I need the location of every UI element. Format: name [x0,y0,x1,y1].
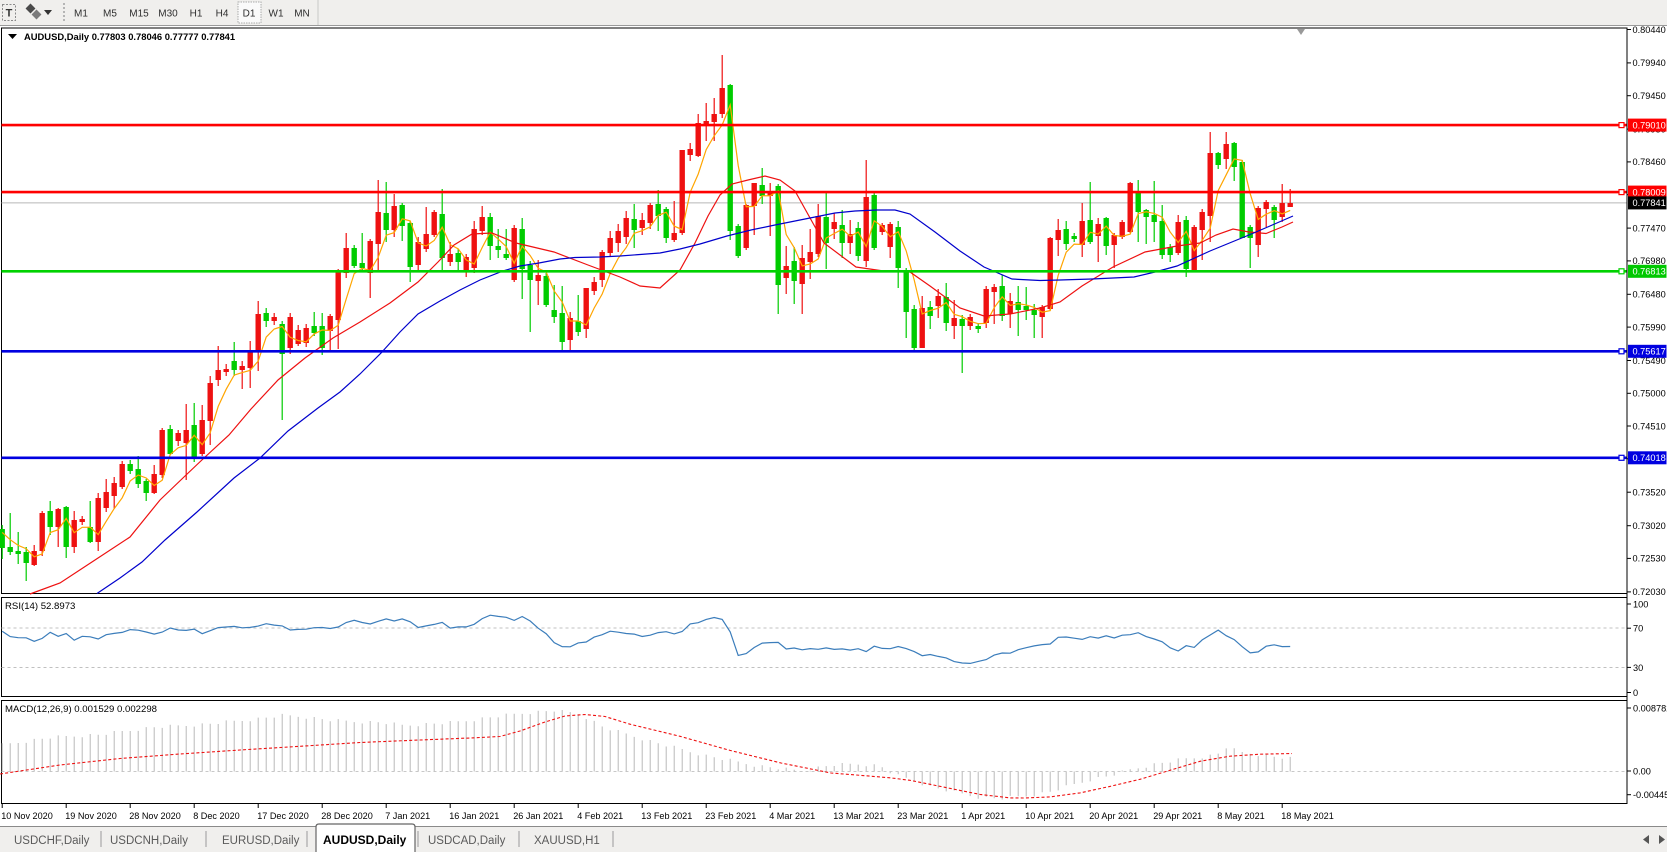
svg-text:-0.00445: -0.00445 [1633,790,1667,800]
svg-text:0.76813: 0.76813 [1633,267,1666,277]
svg-text:19 Nov 2020: 19 Nov 2020 [65,811,117,821]
svg-text:0.00: 0.00 [1633,767,1651,777]
svg-text:MN: MN [294,9,310,20]
svg-text:M30: M30 [158,9,178,20]
svg-text:30: 30 [1633,663,1643,673]
svg-text:0.79010: 0.79010 [1633,120,1666,130]
svg-text:USDCNH,Daily: USDCNH,Daily [110,835,188,847]
svg-text:USDCHF,Daily: USDCHF,Daily [14,835,90,847]
svg-text:T: T [6,8,13,20]
svg-text:AUDUSD,Daily 0.77803 0.78046: AUDUSD,Daily 0.77803 0.78046 0.77777 0.7… [24,31,235,42]
svg-text:XAUUSD,H1: XAUUSD,H1 [534,835,600,847]
svg-text:0.72030: 0.72030 [1633,587,1666,597]
svg-text:RSI(14) 52.8973: RSI(14) 52.8973 [5,601,75,612]
svg-text:28 Nov 2020: 28 Nov 2020 [129,811,181,821]
svg-text:29 Apr 2021: 29 Apr 2021 [1153,811,1202,821]
svg-text:0.77841: 0.77841 [1633,198,1666,208]
svg-text:70: 70 [1633,624,1643,634]
svg-text:0.77470: 0.77470 [1633,223,1666,233]
svg-text:0.74510: 0.74510 [1633,421,1666,431]
svg-text:20 Apr 2021: 20 Apr 2021 [1089,811,1138,821]
svg-text:0.76480: 0.76480 [1633,290,1666,300]
svg-text:0.79450: 0.79450 [1633,91,1666,101]
svg-text:18 May 2021: 18 May 2021 [1281,811,1334,821]
svg-text:M1: M1 [74,9,88,20]
svg-text:M5: M5 [103,9,117,20]
svg-text:16 Jan 2021: 16 Jan 2021 [449,811,499,821]
svg-text:0.72530: 0.72530 [1633,554,1666,564]
svg-text:13 Feb 2021: 13 Feb 2021 [641,811,692,821]
svg-text:0.78460: 0.78460 [1633,157,1666,167]
svg-text:W1: W1 [269,9,284,20]
svg-text:4 Mar 2021: 4 Mar 2021 [769,811,815,821]
svg-text:10 Nov 2020: 10 Nov 2020 [1,811,53,821]
svg-text:USDCAD,Daily: USDCAD,Daily [428,835,506,847]
svg-text:1 Apr 2021: 1 Apr 2021 [961,811,1005,821]
svg-text:8 May 2021: 8 May 2021 [1217,811,1265,821]
svg-text:MACD(12,26,9) 0.001529 0.00229: MACD(12,26,9) 0.001529 0.002298 [5,704,157,715]
svg-text:0.75990: 0.75990 [1633,322,1666,332]
svg-text:EURUSD,Daily: EURUSD,Daily [222,835,300,847]
svg-text:0.79940: 0.79940 [1633,58,1666,68]
svg-text:0.75617: 0.75617 [1633,347,1666,357]
svg-text:13 Mar 2021: 13 Mar 2021 [833,811,884,821]
svg-text:4 Feb 2021: 4 Feb 2021 [577,811,623,821]
svg-text:28 Dec 2020: 28 Dec 2020 [321,811,373,821]
svg-text:0.008782: 0.008782 [1633,704,1667,714]
svg-text:0.74018: 0.74018 [1633,453,1666,463]
svg-text:AUDUSD,Daily: AUDUSD,Daily [323,833,407,847]
svg-text:100: 100 [1633,600,1648,610]
svg-text:17 Dec 2020: 17 Dec 2020 [257,811,309,821]
svg-text:D1: D1 [243,9,256,20]
svg-text:M15: M15 [129,9,149,20]
svg-text:0.75490: 0.75490 [1633,356,1666,366]
svg-text:0: 0 [1633,688,1638,698]
svg-text:0.80440: 0.80440 [1633,25,1666,35]
svg-text:0.73020: 0.73020 [1633,521,1666,531]
svg-text:H1: H1 [190,9,203,20]
svg-text:8 Dec 2020: 8 Dec 2020 [193,811,240,821]
svg-text:10 Apr 2021: 10 Apr 2021 [1025,811,1074,821]
svg-text:0.75000: 0.75000 [1633,389,1666,399]
svg-text:0.73520: 0.73520 [1633,488,1666,498]
svg-text:7 Jan 2021: 7 Jan 2021 [385,811,430,821]
svg-text:0.78009: 0.78009 [1633,187,1666,197]
svg-text:0.76980: 0.76980 [1633,256,1666,266]
svg-text:H4: H4 [216,9,229,20]
svg-text:23 Feb 2021: 23 Feb 2021 [705,811,756,821]
svg-text:23 Mar 2021: 23 Mar 2021 [897,811,948,821]
svg-text:26 Jan 2021: 26 Jan 2021 [513,811,563,821]
